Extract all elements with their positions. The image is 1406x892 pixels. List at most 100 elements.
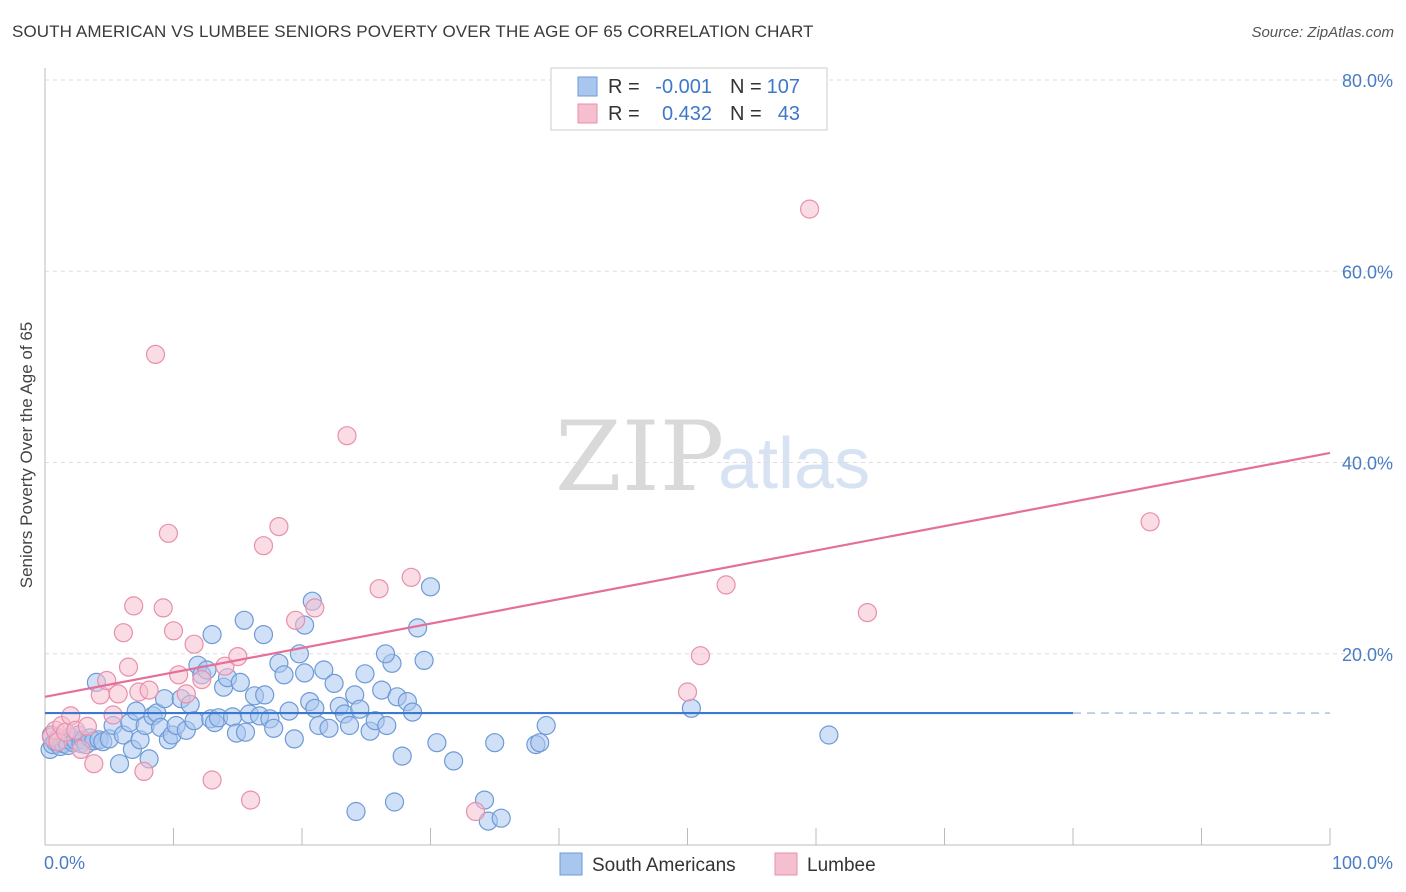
south-americans-point [681,698,702,718]
lumbee-point [716,575,736,595]
south-americans-point [223,707,243,727]
bottom-legend-swatch-pink [774,852,798,876]
y-tick-label: 60.0% [1342,262,1393,282]
lumbee-point [241,790,261,810]
lumbee-point [84,754,104,774]
x-tick-marks [44,828,1331,845]
x-tick-label-min: 0.0% [44,853,85,873]
south-americans-point [350,699,370,719]
lumbee-point [1140,512,1160,532]
lumbee-point [118,657,139,677]
south-americans-point [324,673,344,694]
watermark-atlas: atlas [718,424,870,504]
south-americans-point [284,729,304,749]
y-tick-labels: 20.0% 40.0% 60.0% 80.0% [1342,71,1393,665]
legend-n-value-2: 43 [778,103,800,125]
lumbee-point [269,516,289,537]
lumbee-point [113,623,134,643]
south-americans-point [355,664,375,684]
correlation-legend: R = -0.001 N = 107 R = 0.432 N = 43 [550,67,828,131]
legend-n-label-2: N = [730,103,762,125]
south-americans-point [339,715,360,736]
south-americans-point [274,665,294,685]
lumbee-point [337,426,357,446]
lumbee-point [228,646,248,667]
south-americans-point [314,660,334,680]
lumbee-point [108,684,128,704]
lumbee-point [153,598,173,618]
lumbee-point [192,669,212,690]
legend-r-label-2: R = [608,103,640,125]
south-americans-point [230,672,250,693]
south-americans-point [305,698,325,718]
legend-swatch-pink [577,103,598,124]
lumbee-point [139,680,159,700]
south-americans-point [202,624,222,645]
lumbee-point [71,739,91,760]
series-south-americans-points [40,577,839,831]
south-americans-point [491,808,511,828]
trend-lines [44,451,1331,715]
legend-r-label-1: R = [608,76,640,98]
legend-n-value-1: 107 [767,76,800,98]
lumbee-point [77,716,98,737]
south-americans-point [530,733,550,753]
lumbee-point [369,579,389,599]
south-americans-point [375,644,396,664]
south-americans-point [295,663,315,683]
lumbee-point [857,602,878,623]
legend-r-value-1: -0.001 [655,76,712,98]
south-americans-point [392,746,412,766]
legend-n-label-1: N = [730,76,762,98]
lumbee-point [103,705,123,725]
lumbee-point [134,761,154,782]
south-americans-point [444,751,464,771]
lumbee-point [677,682,698,702]
lumbee-point [465,801,486,822]
x-tick-label-max: 100.0% [1332,853,1393,873]
bottom-legend-lumbee: Lumbee [807,855,876,876]
lumbee-point [158,523,178,543]
lumbee-point [184,634,204,654]
y-axis-label: Seniors Poverty Over the Age of 65 [17,322,36,588]
south-americans-point [184,711,204,731]
legend-swatch-blue [577,76,598,97]
south-americans-point [279,701,299,721]
south-americans-point [427,733,447,753]
lumbee-point [286,610,306,630]
lumbee-point [305,598,325,618]
y-tick-label: 20.0% [1342,645,1393,665]
lumbee-point [401,567,421,587]
trend-line-lumbee [44,451,1331,698]
watermark-zip: ZIP [555,401,724,513]
series-legend: South Americans Lumbee [559,852,876,876]
south-americans-point [536,715,556,736]
south-americans-point [485,733,505,753]
south-americans-point [109,754,130,774]
lumbee-point [176,684,196,704]
south-americans-point [819,725,839,745]
grid-lines [45,79,1393,655]
south-americans-point [414,650,434,671]
lumbee-point [202,770,222,790]
bottom-legend-swatch-blue [559,852,583,876]
source-label: Source: ZipAtlas.com [1251,24,1394,41]
south-americans-point [420,577,441,597]
lumbee-point [690,646,711,666]
south-americans-point [235,722,256,742]
bottom-legend-south-americans: South Americans [592,855,736,876]
south-americans-point [264,718,284,738]
legend-r-value-2: 0.432 [662,103,712,125]
lumbee-point [145,344,166,364]
south-americans-point [234,610,254,630]
chart-title: SOUTH AMERICAN VS LUMBEE SENIORS POVERTY… [12,22,814,41]
south-americans-point [253,624,274,645]
lumbee-point [799,199,820,219]
south-americans-point [346,801,366,822]
south-americans-point [377,715,397,736]
lumbee-point [253,536,274,556]
lumbee-point [169,665,189,685]
lumbee-point [163,621,184,641]
south-americans-point [319,718,339,738]
y-tick-label: 40.0% [1342,454,1393,474]
